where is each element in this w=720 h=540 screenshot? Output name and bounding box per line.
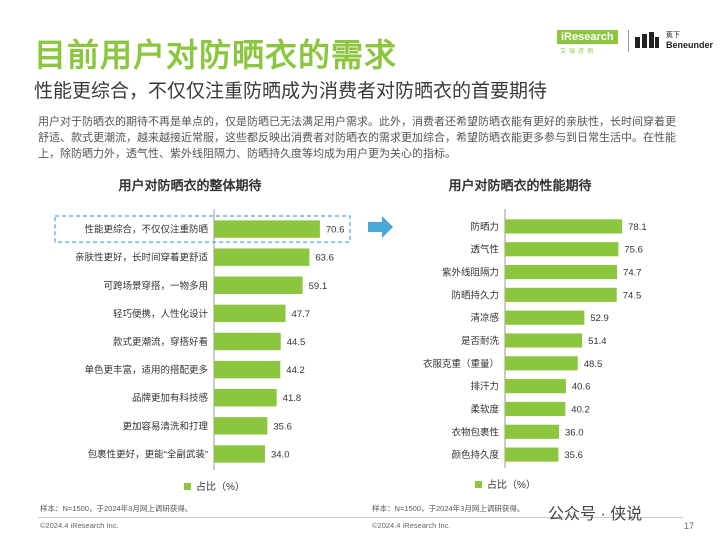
right-category-label: 防晒持久力 — [451, 289, 499, 301]
left-bar — [214, 304, 286, 323]
left-category-label: 款式更潮流，穿搭好看 — [113, 336, 208, 348]
right-value-label: 40.6 — [572, 382, 591, 393]
right-category-label: 衣物包裹性 — [451, 426, 499, 438]
right-legend-swatch — [475, 481, 482, 488]
left-highlight-frame — [54, 215, 351, 243]
right-value-label: 40.2 — [571, 404, 590, 415]
page-title: 目前用户对防晒衣的需求 — [34, 37, 398, 73]
right-bar — [505, 287, 617, 302]
left-value-label: 47.7 — [292, 309, 311, 320]
right-value-label: 74.5 — [623, 290, 642, 301]
right-bar — [505, 424, 559, 439]
right-category-label: 清凉感 — [470, 312, 499, 324]
right-category-label: 是否耐洗 — [461, 335, 500, 347]
left-category-label: 品牌更加有科技感 — [132, 392, 209, 404]
right-category-label: 防晒力 — [470, 221, 499, 233]
page-number: 17 — [683, 521, 694, 531]
right-bar — [505, 242, 619, 257]
right-category-label: 排汗力 — [470, 381, 499, 393]
left-category-label: 单色更丰富，适用的搭配更多 — [84, 364, 208, 376]
right-bar — [505, 356, 578, 371]
right-bar — [505, 219, 623, 234]
page-subtitle: 性能更综合，不仅仅注重防晒成为消费者对防晒衣的首要期待 — [34, 81, 548, 102]
right-category-label: 紫外线阻隔力 — [442, 267, 499, 279]
right-value-label: 36.0 — [565, 427, 584, 438]
left-bar — [214, 417, 268, 435]
intro-paragraph: 用户对于防晒衣的期待不再是单点的，仅是防晒已无法满足用户需求。此外，消费者还希望… — [38, 116, 676, 160]
right-value-label: 48.5 — [584, 359, 603, 370]
right-value-label: 75.6 — [624, 245, 643, 256]
left-bar — [214, 332, 281, 351]
left-value-label: 44.2 — [286, 365, 305, 376]
left-bar — [214, 445, 265, 463]
right-value-label: 74.7 — [623, 268, 642, 279]
right-value-label: 78.1 — [628, 222, 647, 233]
left-bar — [214, 220, 320, 238]
arrow-right-icon — [368, 216, 393, 238]
right-value-label: 52.9 — [590, 313, 609, 324]
left-category-label: 包裹性更好，更能“全副武装” — [88, 448, 208, 460]
iresearch-logo-subtext: 艾瑞咨询 — [560, 49, 597, 55]
left-category-label: 亲肤性更好，长时间穿着更舒适 — [75, 252, 209, 264]
left-bar — [214, 248, 310, 266]
left-value-label: 59.1 — [309, 281, 328, 292]
right-category-label: 衣服克重（重量） — [423, 358, 499, 370]
right-category-label: 颜色持久度 — [451, 449, 499, 461]
right-bar — [505, 447, 559, 462]
right-bar — [505, 264, 618, 280]
right-category-label: 透气性 — [470, 244, 499, 256]
left-bar — [214, 360, 281, 379]
right-copyright: ©2024.4 iResearch Inc. — [372, 521, 451, 530]
left-category-label: 轻巧便携，人性化设计 — [113, 308, 209, 320]
beneunder-logo-icon — [635, 32, 659, 48]
right-chart-title: 用户对防晒衣的性能期待 — [447, 178, 591, 193]
left-value-label: 34.0 — [271, 449, 290, 460]
left-bar — [214, 276, 303, 294]
right-bar — [505, 379, 566, 394]
right-bar — [505, 401, 566, 417]
beneunder-logo-cn: 蕉下 — [666, 32, 680, 39]
left-category-label: 更加容易清洗和打理 — [122, 420, 208, 432]
left-category-label: 可跨场景穿搭，一物多用 — [103, 280, 208, 292]
left-value-label: 44.5 — [287, 337, 306, 348]
right-value-label: 51.4 — [588, 336, 607, 347]
left-bar — [214, 389, 277, 407]
left-legend-label: 占比（%） — [196, 480, 245, 493]
logo-separator — [628, 30, 629, 52]
left-value-label: 41.8 — [283, 393, 302, 404]
footer-divider — [38, 517, 683, 518]
left-value-label: 35.6 — [273, 421, 292, 432]
left-legend-swatch — [184, 483, 191, 490]
beneunder-logo-en: Beneunder — [666, 40, 714, 50]
left-copyright: ©2024.4 iResearch Inc. — [40, 521, 119, 530]
left-category-label: 性能更综合，不仅仅注重防晒 — [84, 224, 208, 236]
left-chart-title: 用户对防晒衣的整体期待 — [117, 178, 261, 193]
left-value-label: 63.6 — [315, 253, 334, 264]
right-footnote: 样本：N=1500，于2024年3月网上调研获得。 — [372, 504, 525, 513]
right-value-label: 35.6 — [564, 450, 583, 461]
left-value-label: 70.6 — [326, 225, 345, 236]
right-bar — [505, 333, 583, 348]
wechat-watermark: 公众号 · 侠说 — [548, 506, 643, 523]
right-bar — [505, 310, 585, 325]
iresearch-logo: iResearch — [557, 30, 618, 44]
left-footnote: 样本：N=1500，于2024年3月网上调研获得。 — [40, 504, 193, 513]
right-legend-label: 占比（%） — [487, 478, 536, 491]
right-category-label: 柔软度 — [470, 403, 499, 415]
